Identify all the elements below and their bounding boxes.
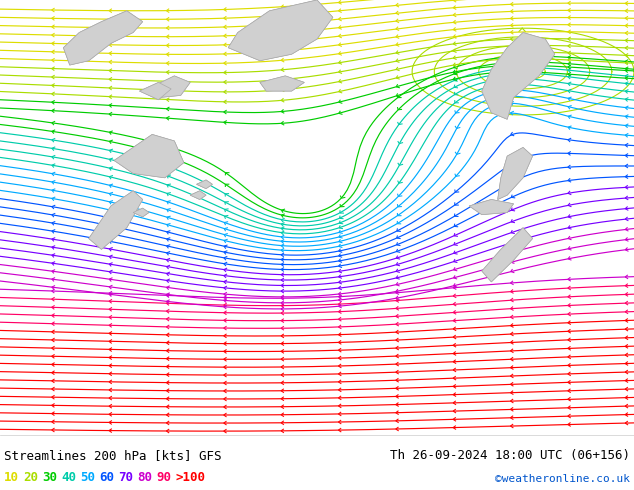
Polygon shape [190, 191, 206, 199]
Polygon shape [139, 82, 171, 100]
Polygon shape [152, 76, 190, 98]
Text: 50: 50 [80, 471, 95, 484]
Polygon shape [260, 76, 304, 91]
Polygon shape [190, 191, 206, 199]
Text: 70: 70 [118, 471, 133, 484]
Polygon shape [139, 82, 171, 100]
Text: >100: >100 [175, 471, 205, 484]
Text: 90: 90 [156, 471, 171, 484]
Polygon shape [498, 147, 533, 199]
Text: 10: 10 [4, 471, 19, 484]
Polygon shape [114, 134, 184, 178]
Polygon shape [498, 147, 533, 199]
Text: 20: 20 [23, 471, 38, 484]
Polygon shape [228, 0, 333, 61]
Polygon shape [133, 208, 149, 217]
Text: 80: 80 [137, 471, 152, 484]
Polygon shape [63, 11, 143, 65]
Polygon shape [260, 76, 304, 91]
Text: ©weatheronline.co.uk: ©weatheronline.co.uk [495, 474, 630, 484]
Polygon shape [197, 180, 212, 189]
Text: 60: 60 [99, 471, 114, 484]
Polygon shape [482, 228, 533, 282]
Polygon shape [133, 208, 149, 217]
Polygon shape [469, 199, 514, 215]
Polygon shape [63, 11, 143, 65]
Polygon shape [469, 199, 514, 215]
Polygon shape [482, 32, 555, 119]
Text: Streamlines 200 hPa [kts] GFS: Streamlines 200 hPa [kts] GFS [4, 449, 221, 463]
Text: 30: 30 [42, 471, 57, 484]
Text: Th 26-09-2024 18:00 UTC (06+156): Th 26-09-2024 18:00 UTC (06+156) [390, 449, 630, 463]
Polygon shape [89, 191, 143, 249]
Polygon shape [482, 228, 533, 282]
Polygon shape [152, 76, 190, 98]
Text: 40: 40 [61, 471, 76, 484]
Polygon shape [114, 134, 184, 178]
Polygon shape [482, 32, 555, 119]
Polygon shape [228, 0, 333, 61]
Polygon shape [89, 191, 143, 249]
Polygon shape [197, 180, 212, 189]
